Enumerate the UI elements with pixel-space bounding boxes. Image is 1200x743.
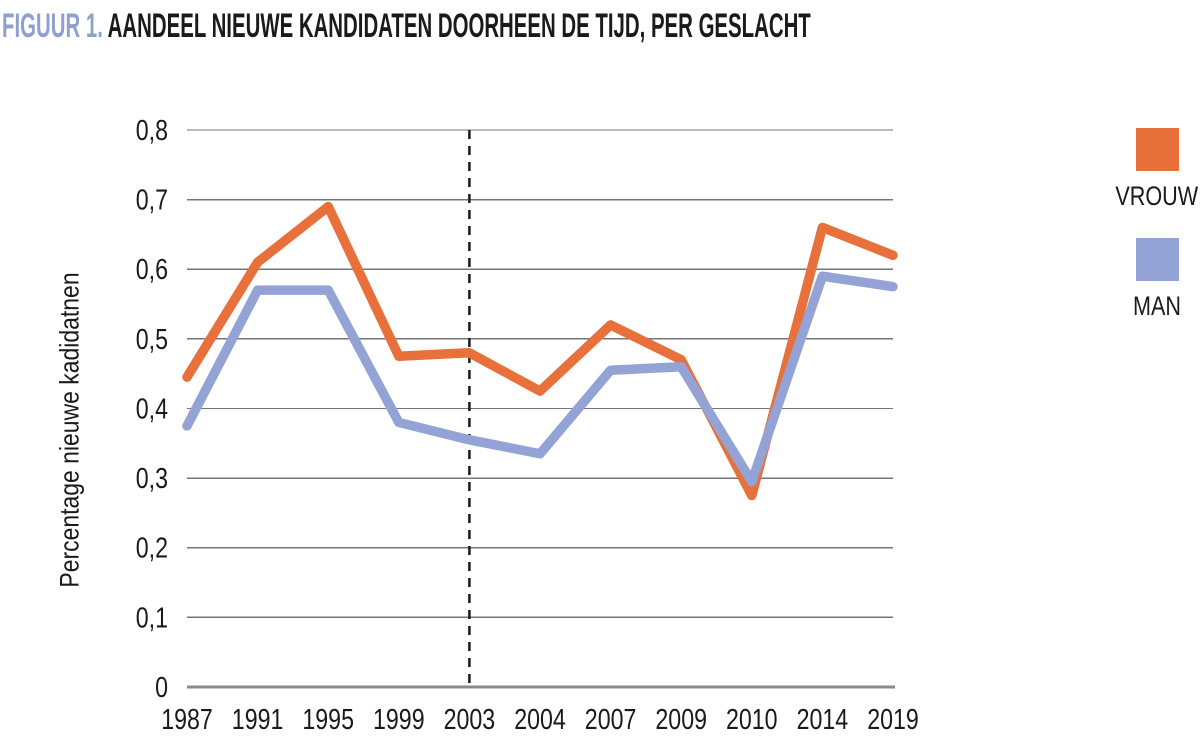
- series-line-man: [182, 271, 898, 487]
- x-tick-label: 2010: [726, 702, 778, 735]
- y-tick-labels: 0 0,1 0,2 0,3 0,4 0,5 0,6 0,7 0,8: [136, 113, 168, 703]
- figure-title-text: AANDEEL NIEUWE KANDIDATEN DOORHEEN DE TI…: [107, 7, 811, 45]
- x-tick-label: 2014: [797, 702, 849, 735]
- man-color-swatch: [1135, 238, 1179, 281]
- x-tick-label: 1995: [302, 702, 354, 735]
- y-tick-label: 0,6: [136, 253, 168, 286]
- y-tick-label: 0,8: [136, 113, 168, 146]
- gridlines: [187, 129, 895, 689]
- legend-label-man: MAN: [1133, 291, 1181, 321]
- x-tick-label: 1987: [161, 702, 213, 735]
- series-lines: [182, 201, 898, 501]
- y-tick-label: 0: [155, 670, 168, 703]
- x-tick-label: 1999: [373, 702, 425, 735]
- legend-item-vrouw: VROUW: [1110, 128, 1200, 212]
- x-tick-labels: 1987 1991 1995 1999 2003 2004 2007 2009 2010 2014…: [161, 702, 919, 735]
- legend-item-man: MAN: [1110, 238, 1200, 322]
- y-tick-label: 0,2: [136, 531, 168, 564]
- y-tick-label: 0,3: [136, 462, 168, 495]
- x-tick-label: 2009: [655, 702, 707, 735]
- chart-legend: VROUW MAN: [1110, 128, 1200, 322]
- y-tick-label: 0,1: [136, 601, 168, 634]
- x-tick-label: 2004: [514, 702, 566, 735]
- y-tick-label: 0,5: [136, 322, 168, 355]
- x-tick-label: 2003: [444, 702, 496, 735]
- x-tick-label: 2019: [867, 702, 919, 735]
- figure-title: FIGUUR 1. AANDEEL NIEUWE KANDIDATEN DOORH…: [2, 7, 811, 46]
- y-tick-label: 0,7: [136, 183, 168, 216]
- x-tick-label: 1991: [232, 702, 284, 735]
- figure-number: FIGUUR 1.: [2, 7, 103, 45]
- x-tick-label: 2007: [585, 702, 637, 735]
- vrouw-color-swatch: [1135, 128, 1179, 171]
- legend-label-vrouw: VROUW: [1115, 181, 1199, 211]
- y-tick-label: 0,4: [136, 392, 168, 425]
